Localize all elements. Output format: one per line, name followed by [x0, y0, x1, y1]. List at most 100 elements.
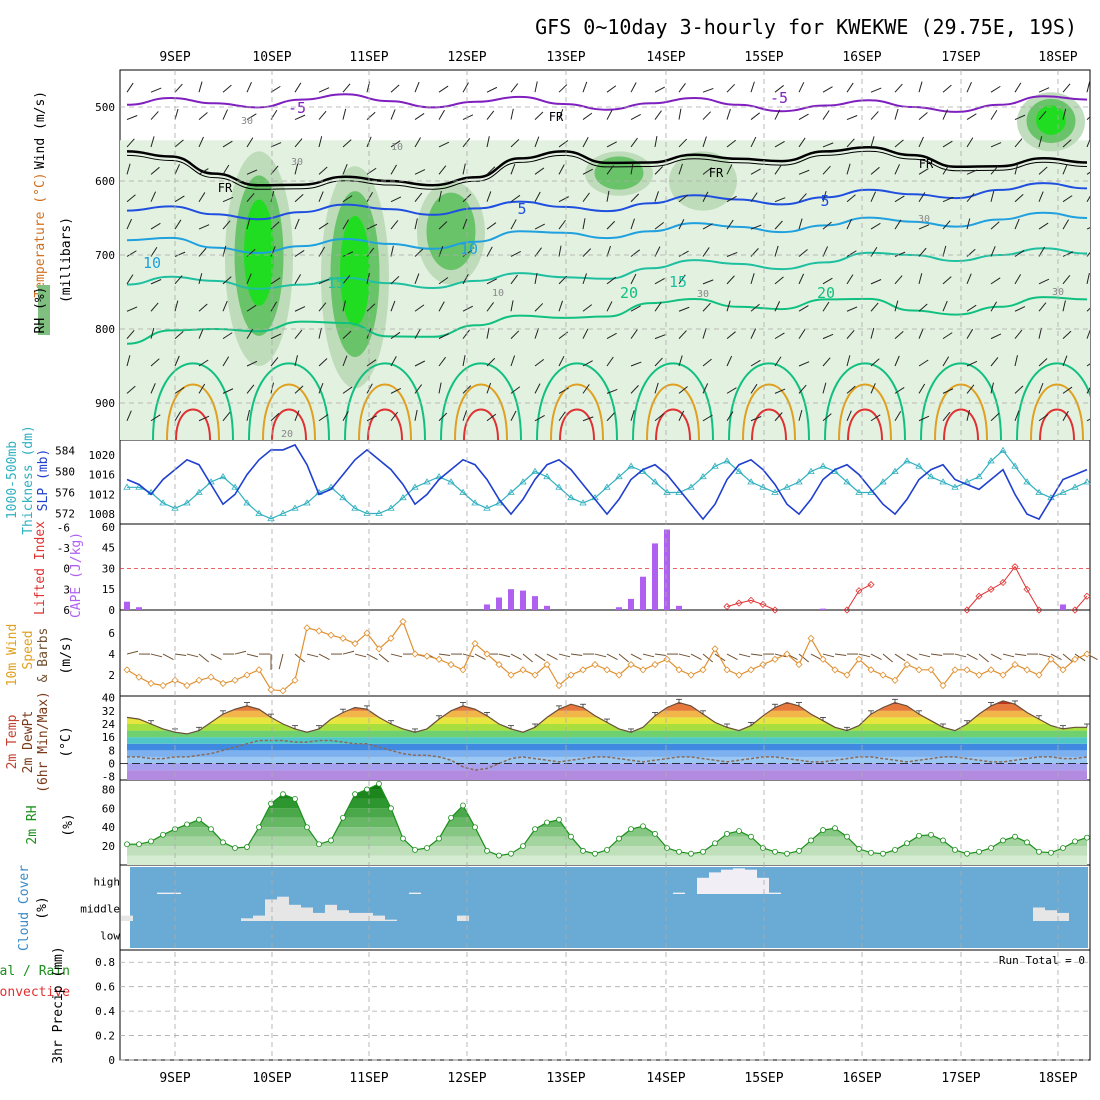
wind-barb [558, 84, 568, 93]
cloud-cell [709, 872, 721, 894]
wind-barb [1086, 171, 1090, 175]
side-label-precip-convective: Convective [0, 985, 70, 1000]
wind-barb [630, 385, 639, 394]
temp-band [127, 737, 1087, 744]
wind-speed-point [423, 652, 431, 660]
wind-barb [198, 136, 204, 148]
wind-barb [846, 306, 858, 312]
cape-bar [652, 543, 658, 610]
wind-speed-point [915, 666, 923, 674]
surface-wind-barb [834, 653, 847, 656]
wind-barb [798, 137, 806, 148]
wind-barb [294, 274, 302, 285]
wind-barb [318, 327, 322, 339]
wind-barb [390, 109, 396, 120]
wind-barb [198, 224, 210, 230]
temp-band [127, 704, 1087, 711]
wind-barb [846, 355, 851, 367]
wind-speed-point [471, 639, 479, 648]
wind-barb [174, 275, 183, 285]
wind-barb [390, 196, 402, 203]
rh-point [712, 840, 718, 847]
thickness-point [303, 499, 311, 506]
surface-wind-barb [390, 653, 403, 658]
wind-barb [1062, 410, 1069, 422]
wind-barb [366, 247, 375, 257]
wind-barb [486, 246, 493, 257]
side-label-lifted-index: Lifted Index [33, 521, 48, 615]
wind-barb [990, 190, 995, 202]
surface-wind-barb [210, 653, 222, 660]
wind-barb [174, 164, 180, 175]
rh-point [844, 833, 850, 840]
wind-barb [702, 191, 709, 202]
wind-barb [222, 300, 228, 312]
rh-point [412, 846, 418, 853]
lifted-index-point [723, 602, 731, 611]
wind-barb [198, 273, 203, 284]
wind-barb [774, 332, 785, 340]
surface-wind-barb [726, 653, 738, 660]
wind-barb [414, 360, 426, 367]
surface-wind-barb [990, 653, 1002, 660]
date-label-top: 9SEP [159, 50, 190, 65]
rh-point [700, 848, 706, 855]
side-label-barbs: & Barbs [36, 628, 51, 683]
wind-barb [390, 356, 397, 367]
temp-tick-label: 40 [102, 692, 115, 705]
rh-point [508, 850, 514, 857]
date-label-top: 17SEP [941, 50, 980, 65]
wind-barb [918, 303, 928, 312]
wind-barb [726, 300, 731, 312]
wind-barb [510, 83, 519, 93]
wind-barb [294, 218, 300, 230]
wind-barb [630, 361, 642, 367]
wind-barb [1014, 163, 1019, 175]
wind-barb [150, 111, 159, 120]
wind-barb [558, 219, 566, 230]
wind-speed-point [255, 666, 263, 674]
wind-barb [678, 138, 688, 148]
wind-barb [486, 327, 490, 339]
wind-speed-point [747, 666, 755, 674]
surface-wind-barb [690, 653, 702, 660]
wind-barb [1062, 355, 1068, 367]
wind-barb [462, 82, 469, 93]
wind-barb [414, 192, 423, 203]
wind-barb [534, 223, 545, 230]
wind-speed-point [711, 645, 719, 653]
isotherm-line [126, 146, 1088, 187]
thickness-point [747, 478, 755, 485]
wind-barb [1014, 114, 1026, 121]
wind-barb [630, 273, 637, 285]
date-label-bottom: 9SEP [159, 1071, 190, 1086]
surface-isotherm-lobe [1039, 408, 1075, 440]
wind-barb [1062, 108, 1067, 120]
isotherm-label: 10 [460, 240, 478, 258]
surface-isotherm-lobe [751, 408, 787, 440]
rh-point [664, 845, 670, 851]
rh-point [568, 833, 574, 840]
wind-barb [222, 140, 233, 148]
upper-air-layer: -5 -5 5 5 10 10 15 15 20 20 FR FR FR FR 30 10 30 10 30 30 30… [120, 81, 1090, 440]
wind-barb [966, 360, 978, 367]
wind-speed-point [387, 634, 395, 642]
surface-wind-barb [978, 653, 990, 663]
isotherm-label: 15 [327, 274, 345, 292]
wind-barb [318, 358, 328, 367]
surface-isotherm-lobe [847, 408, 883, 440]
wind-barb [486, 382, 492, 394]
wind-barb [414, 384, 423, 394]
rh-point [616, 835, 622, 842]
wind-barb [294, 385, 304, 394]
rh-point [868, 849, 874, 856]
wind-barb [510, 330, 520, 339]
wind-barb [1014, 410, 1020, 421]
wind-barb [606, 85, 617, 93]
cloud-level-label: low [100, 930, 120, 943]
wind-barb [342, 219, 350, 230]
wind-barb [294, 82, 302, 93]
cloud-cell [121, 915, 133, 921]
rh-point [136, 841, 142, 848]
cloud-cell [241, 918, 253, 921]
